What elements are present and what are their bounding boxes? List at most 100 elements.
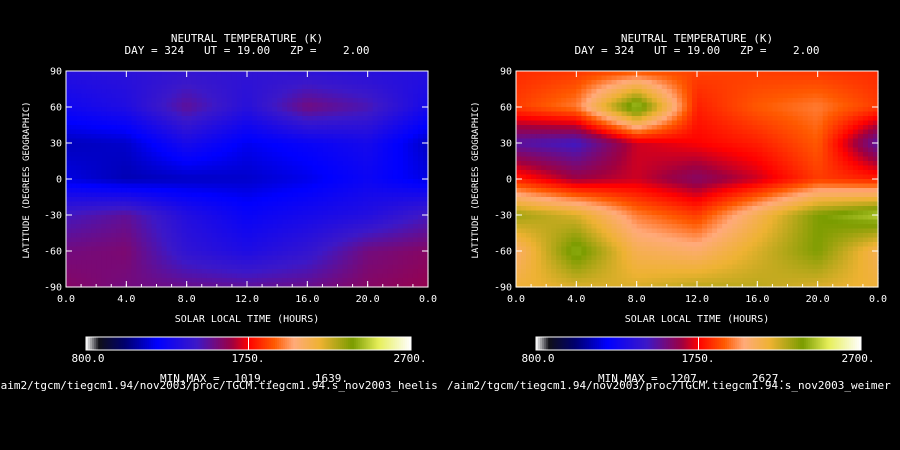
- heatmap-cell: [262, 75, 268, 81]
- colorbar-swatch: [248, 337, 252, 350]
- heatmap-cell: [146, 228, 153, 234]
- heatmap-cell: [862, 143, 869, 149]
- heatmap-cell: [762, 75, 768, 81]
- heatmap-cell: [226, 138, 233, 144]
- heatmap-cell: [397, 170, 404, 176]
- heatmap-cell: [536, 71, 542, 77]
- heatmap-cell: [262, 129, 268, 135]
- heatmap-cell: [211, 278, 218, 284]
- heatmap-cell: [96, 197, 102, 203]
- heatmap-cell: [136, 138, 143, 144]
- heatmap-cell: [616, 93, 623, 99]
- heatmap-cell: [807, 125, 814, 131]
- heatmap-cell: [211, 242, 218, 248]
- heatmap-cell: [151, 269, 158, 275]
- heatmap-cell: [201, 255, 208, 261]
- heatmap-cell: [676, 71, 683, 77]
- heatmap-cell: [121, 215, 127, 221]
- heatmap-cell: [151, 170, 158, 176]
- heatmap-cell: [636, 107, 643, 113]
- heatmap-cell: [747, 71, 753, 77]
- heatmap-cell: [272, 228, 278, 234]
- heatmap-cell: [171, 138, 178, 144]
- heatmap-cell: [282, 242, 288, 248]
- heatmap-cell: [166, 210, 173, 216]
- heatmap-cell: [782, 120, 789, 126]
- heatmap-cell: [691, 134, 698, 140]
- heatmap-cell: [96, 152, 102, 158]
- heatmap-cell: [847, 134, 854, 140]
- heatmap-cell: [732, 80, 738, 86]
- heatmap-cell: [81, 242, 87, 248]
- heatmap-cell: [111, 183, 117, 189]
- heatmap-cell: [757, 125, 763, 131]
- heatmap-cell: [362, 111, 369, 117]
- heatmap-cell: [681, 102, 688, 108]
- heatmap-cell: [71, 210, 77, 216]
- heatmap-cell: [191, 219, 198, 225]
- heatmap-cell: [712, 102, 718, 108]
- heatmap-cell: [111, 228, 117, 234]
- heatmap-cell: [872, 134, 879, 140]
- heatmap-cell: [332, 255, 339, 261]
- heatmap-cell: [397, 264, 404, 270]
- heatmap-cell: [81, 197, 87, 203]
- heatmap-cell: [571, 84, 577, 90]
- heatmap-cell: [81, 89, 87, 95]
- heatmap-cell: [116, 107, 122, 113]
- heatmap-cell: [641, 98, 648, 104]
- heatmap-cell: [236, 165, 243, 171]
- heatmap-cell: [86, 210, 92, 216]
- heatmap-cell: [546, 75, 552, 81]
- heatmap-cell: [136, 116, 143, 122]
- heatmap-cell: [191, 84, 198, 90]
- heatmap-cell: [327, 197, 334, 203]
- heatmap-cell: [131, 107, 137, 113]
- heatmap-cell: [566, 134, 572, 140]
- heatmap-cell: [176, 107, 183, 113]
- heatmap-cell: [81, 269, 87, 275]
- heatmap-cell: [686, 80, 693, 86]
- heatmap-cell: [412, 147, 419, 153]
- heatmap-cell: [812, 134, 819, 140]
- heatmap-cell: [81, 278, 87, 284]
- heatmap-cell: [857, 138, 864, 144]
- heatmap-cell: [377, 260, 384, 266]
- heatmap-cell: [837, 80, 844, 86]
- heatmap-cell: [252, 98, 258, 104]
- colorbar-swatch: [376, 337, 379, 350]
- heatmap-cell: [367, 89, 374, 95]
- heatmap-cell: [847, 125, 854, 131]
- heatmap-cell: [551, 98, 557, 104]
- heatmap-cell: [116, 71, 122, 77]
- heatmap-cell: [201, 89, 208, 95]
- heatmap-cell: [387, 273, 394, 279]
- heatmap-cell: [837, 125, 844, 131]
- heatmap-cell: [181, 179, 188, 185]
- heatmap-cell: [422, 125, 429, 131]
- heatmap-cell: [631, 93, 638, 99]
- heatmap-cell: [176, 116, 183, 122]
- heatmap-cell: [136, 273, 143, 279]
- heatmap-cell: [131, 233, 137, 239]
- heatmap-cell: [417, 134, 424, 140]
- heatmap-cell: [302, 89, 308, 95]
- heatmap-cell: [201, 197, 208, 203]
- heatmap-cell: [546, 116, 552, 122]
- heatmap-cell: [857, 125, 864, 131]
- colorbar-swatch: [327, 337, 331, 350]
- heatmap-cell: [111, 71, 117, 77]
- heatmap-cell: [141, 147, 148, 153]
- heatmap-cell: [221, 134, 228, 140]
- heatmap-cell: [196, 242, 203, 248]
- colorbar-swatch: [337, 337, 341, 350]
- heatmap-cell: [161, 201, 168, 207]
- heatmap-cell: [277, 89, 283, 95]
- heatmap-cell: [656, 143, 663, 149]
- heatmap-cell: [872, 111, 879, 117]
- heatmap-cell: [226, 192, 233, 198]
- colorbar-swatch: [126, 337, 130, 350]
- heatmap-cell: [782, 111, 789, 117]
- heatmap-cell: [586, 107, 593, 113]
- heatmap-cell: [91, 75, 97, 81]
